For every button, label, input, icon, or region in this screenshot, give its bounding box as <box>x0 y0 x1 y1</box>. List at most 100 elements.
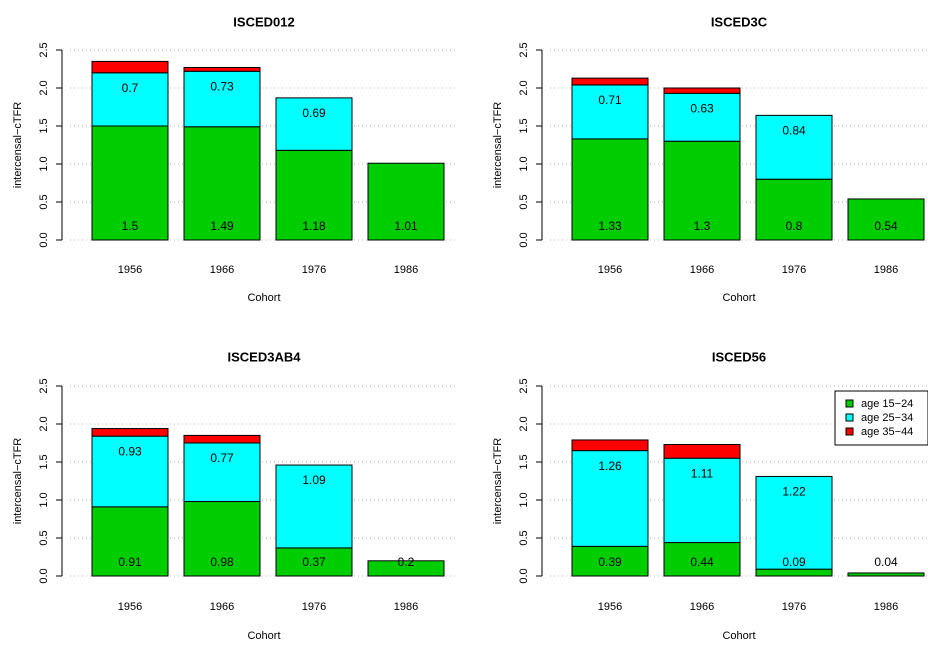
y-tick-label: 2.5 <box>38 378 50 393</box>
y-tick-label: 1.0 <box>518 492 530 507</box>
data-label: 0.2 <box>398 555 415 569</box>
y-tick-label: 2.0 <box>518 80 530 95</box>
bar-segment <box>755 568 833 577</box>
bar-segment <box>847 198 925 241</box>
legend-label: age 25−34 <box>861 412 913 424</box>
y-tick-label: 0.5 <box>518 530 530 545</box>
data-label: 1.49 <box>210 219 234 233</box>
y-tick-label: 0.0 <box>518 232 530 247</box>
bar-segment <box>663 542 741 577</box>
y-tick-label: 1.5 <box>518 454 530 469</box>
x-axis-label: Cohort <box>247 292 280 304</box>
bar-segment <box>91 506 169 577</box>
bar-segment <box>571 545 649 577</box>
bar-segment <box>755 114 833 180</box>
bar-segment <box>91 125 169 241</box>
y-tick-label: 2.0 <box>38 416 50 431</box>
bar-segment <box>91 60 169 74</box>
bar-segment <box>755 475 833 570</box>
data-label: 1.18 <box>302 219 326 233</box>
data-label: 0.93 <box>118 444 142 458</box>
y-axis-label: intercensal−cTFR <box>492 438 504 525</box>
y-tick-label: 1.0 <box>38 156 50 171</box>
y-tick-label: 0.5 <box>38 194 50 209</box>
bar-segment <box>183 434 261 444</box>
data-label: 0.39 <box>598 555 622 569</box>
bar-segment <box>663 457 741 544</box>
y-tick-label: 1.5 <box>38 118 50 133</box>
bar-segment <box>755 178 833 241</box>
y-tick-label: 2.5 <box>518 378 530 393</box>
y-tick-label: 1.0 <box>38 492 50 507</box>
x-tick-label: 1976 <box>302 264 326 276</box>
y-tick-label: 2.0 <box>518 416 530 431</box>
legend-label: age 35−44 <box>861 426 913 438</box>
legend-swatch <box>845 413 854 422</box>
data-label: 0.98 <box>210 555 234 569</box>
bar-segment <box>663 140 741 241</box>
chart-title: ISCED012 <box>233 14 294 29</box>
data-label: 1.5 <box>122 219 139 233</box>
data-label: 0.37 <box>302 555 326 569</box>
x-tick-label: 1976 <box>782 601 806 613</box>
data-label: 0.69 <box>302 106 326 120</box>
bar-segment <box>367 560 445 577</box>
bar-segment <box>571 439 649 452</box>
bar-segment <box>367 162 445 241</box>
y-tick-label: 0.5 <box>38 530 50 545</box>
x-axis-label: Cohort <box>722 630 755 640</box>
data-label: 0.84 <box>782 124 806 138</box>
y-tick-label: 0.5 <box>518 194 530 209</box>
x-tick-label: 1966 <box>690 264 714 276</box>
bar-segment <box>183 70 261 128</box>
bar-segment <box>183 501 261 577</box>
data-label: 0.77 <box>210 451 234 465</box>
legend: age 15−24 age 25−34 age 35−44 <box>834 390 928 446</box>
y-tick-label: 1.0 <box>518 156 530 171</box>
chart-panel-isced3ab4: 0.0 0.5 1.0 1.5 2.0 2.5 ISCED3AB4 intercensal−c… <box>12 349 458 642</box>
bar-segment <box>663 92 741 142</box>
x-tick-label: 1956 <box>598 601 622 613</box>
y-axis-label: intercensal−cTFR <box>12 102 24 189</box>
bar-segment <box>847 572 925 577</box>
y-tick-label: 0.0 <box>38 568 50 583</box>
x-tick-label: 1956 <box>118 264 142 276</box>
x-tick-label: 1976 <box>782 264 806 276</box>
chart-title: ISCED56 <box>712 349 766 364</box>
data-label: 1.33 <box>598 219 622 233</box>
bar-segment <box>275 464 353 549</box>
y-axis-label: intercensal−cTFR <box>492 102 504 189</box>
bar-segment <box>91 72 169 127</box>
x-tick-label: 1986 <box>394 264 418 276</box>
bar-segment <box>571 84 649 140</box>
data-label: 0.04 <box>874 555 898 569</box>
data-label: 1.22 <box>782 485 806 499</box>
bar-segment <box>275 97 353 151</box>
legend-swatch <box>845 427 854 436</box>
x-tick-label: 1986 <box>874 264 898 276</box>
data-label: 1.09 <box>302 473 326 487</box>
chart-title: ISCED3AB4 <box>228 349 302 364</box>
bar-segment <box>91 428 169 437</box>
y-tick-label: 1.5 <box>38 454 50 469</box>
y-tick-label: 1.5 <box>518 118 530 133</box>
data-label: 1.3 <box>694 219 711 233</box>
chart-title: ISCED3C <box>711 14 768 29</box>
chart-panel-isced012: 0.0 0.5 1.0 1.5 2.0 2.5 ISCED012 intercensal−cT… <box>12 14 458 304</box>
y-tick-label: 2.0 <box>38 80 50 95</box>
bar-segment <box>183 66 261 72</box>
y-tick-label: 0.0 <box>38 232 50 247</box>
x-tick-label: 1966 <box>690 601 714 613</box>
data-label: 0.8 <box>786 219 803 233</box>
chart-panel-isced56: 0.0 0.5 1.0 1.5 2.0 2.5 ISCED56 intercensal−cTF… <box>492 349 928 642</box>
bar-segment <box>91 435 169 508</box>
bar-segment <box>183 126 261 241</box>
bar-segment <box>571 77 649 86</box>
bar-segment <box>571 138 649 241</box>
x-tick-label: 1966 <box>210 601 234 613</box>
data-label: 0.09 <box>782 555 806 569</box>
x-tick-label: 1986 <box>874 601 898 613</box>
data-label: 0.63 <box>690 101 714 115</box>
